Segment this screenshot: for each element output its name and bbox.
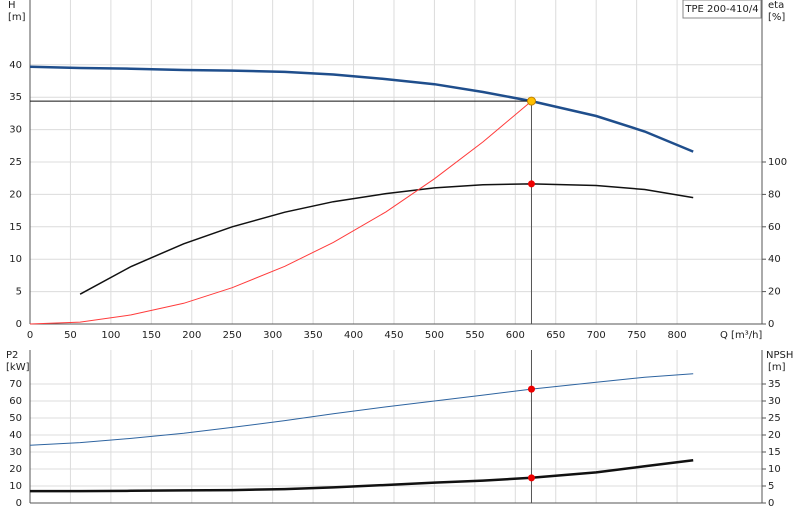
x-tick-label: 500 [425,330,444,341]
y2-tick-label: 10 [768,464,781,475]
y2-tick-label: 40 [768,254,781,265]
y-tick-label: 15 [9,222,22,233]
y2-tick-label: 100 [768,157,787,168]
y2-tick-label: 0 [768,319,774,330]
y2-tick-label: 0 [768,498,774,509]
y2-tick-label: 25 [768,413,781,424]
y-tick-label: 30 [9,447,22,458]
y-tick-label: 20 [9,189,22,200]
y-tick-label: 25 [9,157,22,168]
p2-point [527,385,535,393]
y2-tick-label: 5 [768,481,774,492]
y-tick-label: 50 [9,413,22,424]
x-label: Q [m³/h] [720,330,762,341]
curve [29,65,694,153]
y-tick-label: 10 [9,254,22,265]
duty-point [526,96,536,106]
curve [79,183,694,295]
y-unit: [kW] [6,362,30,373]
y2-tick-label: 20 [768,430,781,441]
y-tick-label: 10 [9,481,22,492]
y2-label: NPSH [766,350,793,361]
x-tick-label: 100 [101,330,120,341]
x-tick-label: 300 [263,330,282,341]
y-tick-label: 30 [9,125,22,136]
npsh-point [527,474,535,482]
x-tick-label: 400 [344,330,363,341]
eta-point [527,180,535,188]
x-tick-label: 50 [64,330,77,341]
y2-tick-label: 20 [768,287,781,298]
y-tick-label: 0 [16,498,22,509]
x-tick-label: 250 [223,330,242,341]
x-tick-label: 800 [668,330,687,341]
y-tick-label: 0 [16,319,22,330]
y2-tick-label: 30 [768,396,781,407]
x-tick-label: 650 [546,330,565,341]
y-tick-label: 35 [9,92,22,103]
y-tick-label: 5 [16,287,22,298]
x-tick-label: 700 [587,330,606,341]
y-tick-label: 20 [9,464,22,475]
x-tick-label: 350 [304,330,323,341]
y-tick-label: 60 [9,396,22,407]
y2-tick-label: 35 [768,379,781,390]
y-tick-label: 40 [9,60,22,71]
curve [30,458,694,493]
y2-unit: [%] [768,12,785,23]
chart-title: TPE 200-410/4 [684,4,758,15]
y-label: H [8,0,16,11]
y-unit: [m] [8,12,26,23]
y2-tick-label: 80 [768,189,781,200]
y2-tick-label: 60 [768,222,781,233]
y-label: P2 [6,350,18,361]
curve [29,373,694,446]
y-tick-label: 40 [9,430,22,441]
x-tick-label: 0 [27,330,33,341]
x-tick-label: 450 [384,330,403,341]
y2-tick-label: 15 [768,447,781,458]
x-tick-label: 150 [142,330,161,341]
x-tick-label: 600 [506,330,525,341]
curve [29,100,532,325]
y2-label: eta [768,0,784,11]
x-tick-label: 200 [182,330,201,341]
y2-unit: [m] [768,362,786,373]
x-tick-label: 550 [465,330,484,341]
title-box [682,0,762,19]
x-tick-label: 750 [627,330,646,341]
y-tick-label: 70 [9,379,22,390]
